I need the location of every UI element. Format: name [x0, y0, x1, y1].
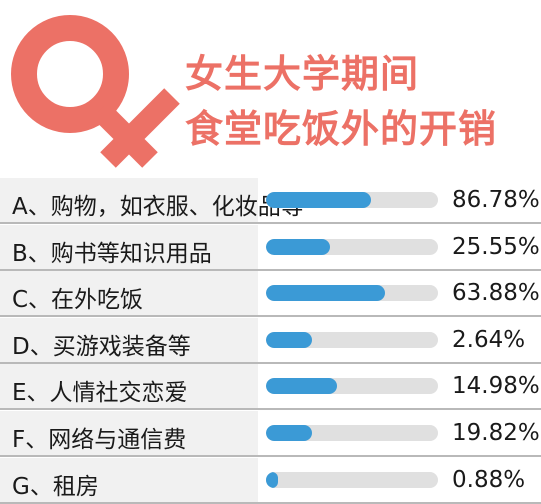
row-divider — [0, 315, 541, 318]
value-label: 0.88% — [452, 466, 526, 493]
category-label: B、购书等知识用品 — [12, 240, 212, 267]
row-divider — [0, 268, 541, 271]
bar-track — [266, 238, 438, 255]
chart-row: A、购物，如衣服、化妆品等 86.78% — [0, 178, 541, 224]
bar-track — [266, 331, 438, 348]
chart-row: E、人情社交恋爱 14.98% — [0, 364, 541, 411]
row-divider — [0, 455, 541, 457]
bar — [266, 471, 278, 488]
category-label: E、人情社交恋爱 — [12, 380, 188, 407]
chart-row: D、买游戏装备等 2.64% — [0, 317, 541, 364]
bar — [266, 192, 371, 208]
category-label-cell: C、在外吃饭 — [0, 271, 258, 317]
title-line-1: 女生大学期间 — [185, 52, 420, 96]
value-label: 14.98% — [452, 373, 540, 400]
value-label: 25.55% — [452, 233, 540, 260]
row-divider — [0, 501, 541, 504]
category-label: F、网络与通信费 — [12, 427, 187, 453]
bar — [266, 425, 313, 441]
bar-track — [266, 425, 438, 441]
category-label-cell: D、买游戏装备等 — [0, 317, 258, 363]
category-label: C、在外吃饭 — [12, 287, 144, 314]
title-line-2: 食堂吃饭外的开销 — [185, 107, 498, 151]
bar-track — [266, 285, 438, 302]
bar-track — [266, 192, 438, 208]
row-divider — [0, 408, 541, 411]
bar — [266, 238, 330, 255]
bar-track — [266, 378, 438, 395]
category-label-cell: G、租房 — [0, 457, 258, 503]
bar — [266, 331, 313, 348]
chart-row: G、租房 0.88% — [0, 457, 541, 504]
category-label: G、租房 — [12, 473, 99, 500]
row-divider — [0, 361, 541, 364]
value-label: 19.82% — [452, 420, 540, 446]
category-label-cell: B、购书等知识用品 — [0, 224, 258, 270]
chart-row: B、购书等知识用品 25.55% — [0, 224, 541, 271]
category-label-cell: E、人情社交恋爱 — [0, 364, 258, 410]
chart-row: C、在外吃饭 63.88% — [0, 271, 541, 318]
bar-track — [266, 471, 438, 488]
chart-row: F、网络与通信费 19.82% — [0, 411, 541, 457]
value-label: 2.64% — [452, 326, 526, 353]
female-symbol-icon — [11, 15, 180, 168]
category-label-cell: F、网络与通信费 — [0, 411, 258, 456]
value-label: 63.88% — [452, 280, 540, 307]
header: 女生大学期间 食堂吃饭外的开销 — [0, 0, 541, 178]
category-label: D、买游戏装备等 — [12, 333, 191, 360]
bar — [266, 285, 385, 302]
category-label: A、购物，如衣服、化妆品等 — [12, 194, 304, 220]
category-label-cell: A、购物，如衣服、化妆品等 — [0, 178, 304, 223]
expense-bar-chart: A、购物，如衣服、化妆品等 86.78% B、购书等知识用品 25.55% C、在外吃饭… — [0, 178, 541, 504]
row-divider — [0, 222, 541, 224]
value-label: 86.78% — [452, 187, 540, 213]
bar — [266, 378, 337, 395]
